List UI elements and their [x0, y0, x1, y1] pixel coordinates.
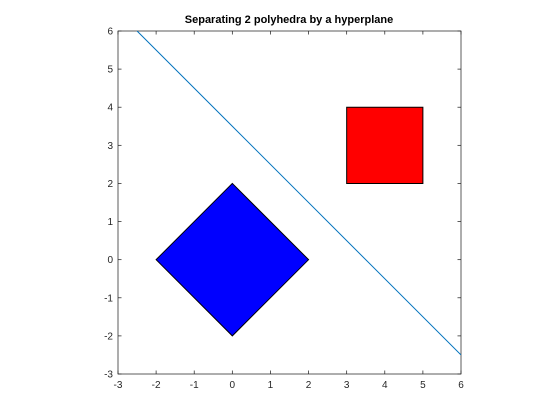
y-tick-label: 0	[107, 255, 113, 266]
x-tick-label: 1	[268, 380, 274, 391]
y-tick-label: 2	[107, 179, 113, 190]
y-tick-label: -3	[104, 370, 113, 381]
hyperplane-line	[136, 31, 461, 356]
chart-title: Separating 2 polyhedra by a hyperplane	[185, 14, 393, 26]
y-tick-label: 6	[107, 27, 113, 38]
x-tick-label: 0	[230, 380, 236, 391]
y-tick-label: -2	[104, 331, 113, 342]
polyhedron-2	[346, 106, 424, 184]
y-tick-label: 3	[107, 141, 113, 152]
plot-area	[117, 30, 462, 375]
polyhedron-1	[155, 182, 310, 337]
data-layer	[136, 31, 461, 356]
y-tick-label: 5	[107, 65, 113, 76]
x-tick-label: -3	[114, 380, 123, 391]
y-tick-label: 1	[107, 217, 113, 228]
x-tick-label: 4	[382, 380, 388, 391]
y-tick-label: -1	[104, 293, 113, 304]
x-tick-label: 2	[306, 380, 312, 391]
x-tick-label: -2	[152, 380, 161, 391]
x-tick-label: 6	[458, 380, 464, 391]
x-tick-label: -1	[190, 380, 199, 391]
y-tick-label: 4	[107, 103, 113, 114]
x-tick-label: 5	[420, 380, 426, 391]
x-tick-label: 3	[344, 380, 350, 391]
tick-layer: -3 -2 -1 0 1 2 3 4 5 6 -3 -2 -1 0 1 2 3 4 5 6	[104, 27, 464, 392]
